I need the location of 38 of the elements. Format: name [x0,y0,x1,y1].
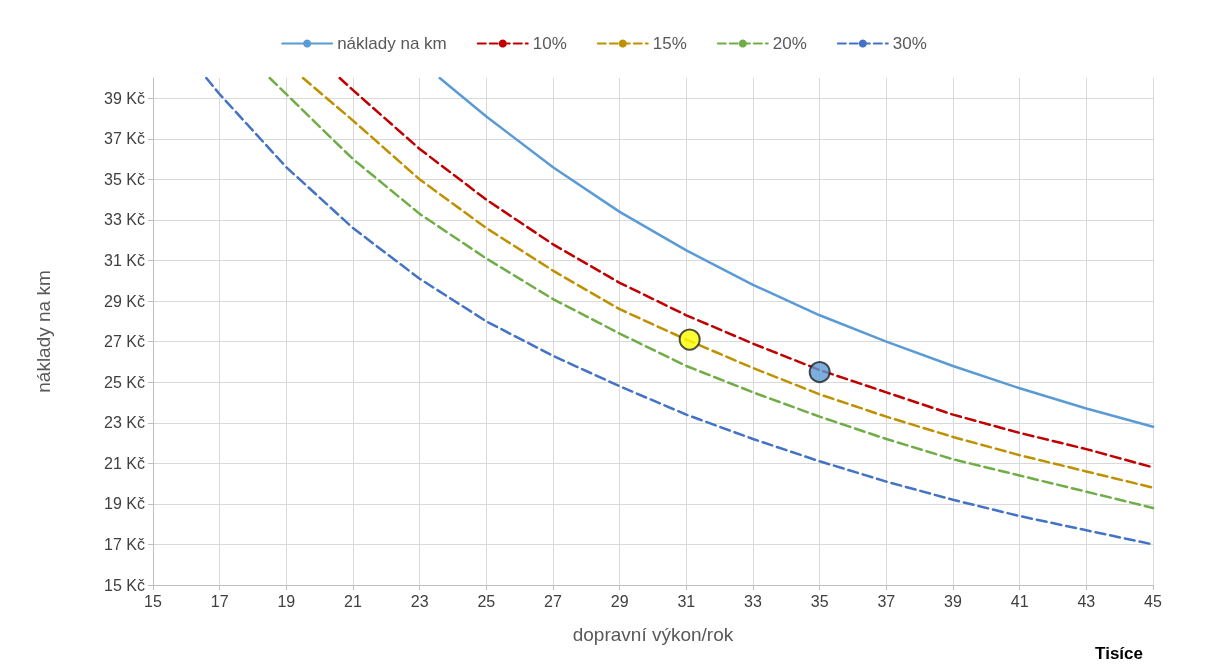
x-tick-label: 23 [410,592,429,610]
line-series [438,76,1155,429]
y-tick-label: 15 Kč [104,576,145,594]
legend-label: 30% [892,34,927,53]
x-tick-label: 29 [610,592,629,610]
y-tick-label: 29 Kč [104,292,145,310]
y-tick-label: 37 Kč [104,130,145,148]
legend-label: 10% [532,34,567,53]
text: Tisíce [1095,644,1143,663]
y-tick-label: 19 Kč [104,495,145,513]
y-tick-label: 39 Kč [104,89,145,107]
y-tick-label: 25 Kč [104,373,145,391]
x-tick-label: 19 [277,592,296,610]
legend-label: náklady na km [337,34,447,53]
x-tick-label: 41 [1010,592,1029,610]
y-tick-label: 23 Kč [104,414,145,432]
legend-label: 15% [652,34,687,53]
y-tick-label: 17 Kč [104,535,145,553]
y-axis-title: náklady na km [33,270,54,393]
x-tick-label: 27 [544,592,562,610]
y-tick-label: 33 Kč [104,211,145,229]
x-tick-label: 39 [944,592,962,610]
x-tick-label: 31 [677,592,696,610]
x-tick-label: 15 [144,592,162,610]
legend-label: 20% [772,34,807,53]
x-tick-label: 33 [744,592,762,610]
y-tick-label: 21 Kč [104,454,145,472]
x-tick-label: 35 [810,592,829,610]
x-tick-label: 17 [210,592,229,610]
x-axis-title: dopravní výkon/rok [572,624,734,645]
x-tick-label: 21 [344,592,362,610]
x-tick-label: 37 [877,592,896,610]
y-tick-label: 27 Kč [104,333,145,351]
x-tick-label: 43 [1077,592,1096,610]
x-tick-label: 45 [1144,592,1162,610]
y-tick-label: 31 Kč [104,252,145,270]
y-tick-label: 35 Kč [104,170,145,188]
x-tick-label: 25 [477,592,496,610]
